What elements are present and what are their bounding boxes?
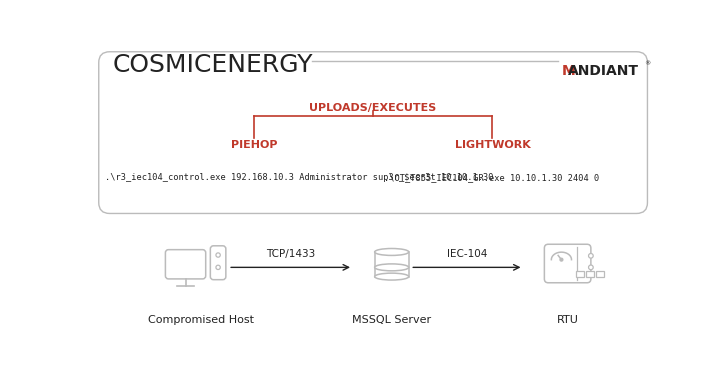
Circle shape bbox=[560, 258, 563, 261]
Text: IEC-104: IEC-104 bbox=[447, 249, 487, 259]
Circle shape bbox=[588, 253, 593, 258]
Text: PIEHOP: PIEHOP bbox=[231, 140, 277, 150]
Text: ANDIANT: ANDIANT bbox=[569, 64, 639, 78]
Text: MSSQL Server: MSSQL Server bbox=[352, 315, 431, 325]
FancyBboxPatch shape bbox=[210, 246, 226, 280]
Bar bbox=[586, 271, 594, 277]
FancyBboxPatch shape bbox=[165, 250, 206, 279]
Text: UPLOADS/EXECUTES: UPLOADS/EXECUTES bbox=[309, 103, 437, 113]
Text: M: M bbox=[562, 64, 576, 78]
Text: LIGHTWORK: LIGHTWORK bbox=[454, 140, 530, 150]
Text: Compromised Host: Compromised Host bbox=[148, 315, 254, 325]
Ellipse shape bbox=[375, 249, 408, 255]
Bar bbox=[596, 271, 604, 277]
Text: ®: ® bbox=[644, 61, 651, 66]
FancyBboxPatch shape bbox=[99, 52, 647, 214]
Circle shape bbox=[216, 253, 221, 257]
Text: COSMICENERGY: COSMICENERGY bbox=[113, 53, 313, 77]
Circle shape bbox=[216, 265, 221, 269]
Text: .\OT_T855_IEC104_GR.exe 10.10.1.30 2404 0: .\OT_T855_IEC104_GR.exe 10.10.1.30 2404 … bbox=[384, 173, 599, 182]
Circle shape bbox=[588, 265, 593, 270]
Bar bbox=[576, 271, 584, 277]
Text: RTU: RTU bbox=[557, 315, 579, 325]
Text: TCP/1433: TCP/1433 bbox=[266, 249, 315, 259]
Ellipse shape bbox=[375, 273, 408, 280]
Text: .\r3_iec104_control.exe 192.168.10.3 Administrator sup3r_$ecr3t 10.10.1.30: .\r3_iec104_control.exe 192.168.10.3 Adm… bbox=[105, 173, 494, 182]
Ellipse shape bbox=[375, 264, 408, 271]
FancyBboxPatch shape bbox=[545, 244, 591, 283]
